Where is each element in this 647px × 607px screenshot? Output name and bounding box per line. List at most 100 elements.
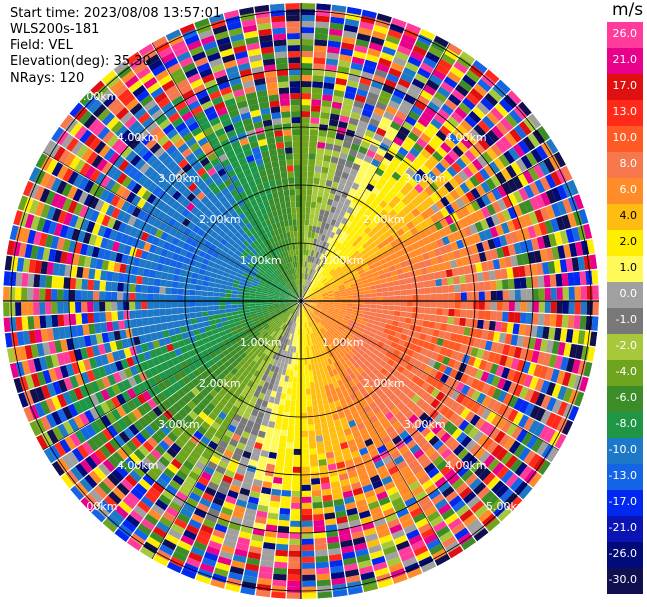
velocity-gate — [423, 227, 433, 237]
velocity-gate — [352, 361, 360, 370]
velocity-gate — [384, 323, 392, 330]
velocity-gate — [367, 249, 375, 257]
velocity-gate — [516, 335, 525, 348]
velocity-gate — [323, 76, 336, 84]
velocity-gate — [522, 170, 534, 184]
velocity-gate — [301, 478, 311, 485]
velocity-gate — [301, 472, 311, 479]
velocity-gate — [326, 173, 335, 182]
velocity-gate — [301, 141, 309, 148]
velocity-gate — [536, 325, 544, 339]
velocity-gate — [436, 443, 449, 455]
velocity-gate — [428, 181, 439, 193]
velocity-gate — [316, 579, 331, 587]
velocity-gate — [291, 388, 297, 395]
velocity-gate — [585, 315, 593, 331]
velocity-gate — [338, 244, 345, 252]
velocity-gate — [516, 429, 528, 443]
velocity-gate — [334, 298, 341, 301]
velocity-gate — [352, 294, 359, 299]
velocity-gate — [338, 270, 345, 276]
velocity-gate — [536, 441, 549, 456]
velocity-gate — [117, 311, 124, 321]
velocity-gate — [310, 460, 319, 467]
velocity-gate — [404, 409, 415, 420]
velocity-gate — [487, 476, 501, 490]
velocity-gate — [437, 173, 449, 185]
velocity-gate — [342, 369, 349, 378]
velocity-gate — [360, 179, 369, 189]
velocity-gate — [361, 452, 371, 462]
velocity-gate — [330, 156, 339, 164]
velocity-gate — [419, 132, 432, 144]
velocity-gate — [479, 420, 491, 434]
velocity-gate — [514, 480, 528, 496]
velocity-gate — [507, 206, 518, 220]
velocity-gate — [310, 298, 317, 300]
velocity-gate — [349, 392, 357, 401]
velocity-gate — [475, 197, 486, 209]
velocity-gate — [411, 394, 421, 404]
velocity-gate — [413, 433, 425, 444]
velocity-gate — [303, 249, 307, 256]
velocity-gate — [476, 154, 489, 168]
velocity-gate — [464, 149, 477, 162]
velocity-gate — [394, 301, 401, 306]
velocity-gate — [408, 534, 423, 546]
velocity-gate — [465, 473, 478, 487]
velocity-gate — [201, 306, 208, 312]
velocity-gate — [461, 537, 477, 551]
velocity-gate — [391, 529, 406, 540]
velocity-gate — [367, 500, 380, 510]
velocity-gate — [105, 301, 112, 312]
velocity-gate — [75, 301, 82, 313]
velocity-gate — [339, 441, 349, 450]
velocity-gate — [309, 327, 314, 334]
velocity-gate — [379, 534, 393, 545]
velocity-gate — [355, 381, 364, 390]
velocity-gate — [409, 443, 421, 455]
velocity-gate — [323, 235, 330, 243]
velocity-gate — [345, 433, 355, 442]
velocity-gate — [462, 97, 476, 111]
velocity-gate — [332, 284, 339, 289]
velocity-gate — [302, 273, 304, 280]
velocity-gate — [339, 229, 346, 238]
velocity-gate — [495, 279, 503, 290]
velocity-gate — [483, 454, 496, 468]
velocity-gate — [332, 286, 339, 291]
velocity-gate — [366, 356, 375, 364]
velocity-gate — [486, 111, 500, 125]
velocity-gate — [390, 470, 402, 481]
velocity-gate — [338, 472, 349, 481]
velocity-gate — [331, 262, 338, 269]
velocity-gate — [450, 111, 464, 124]
velocity-gate — [415, 469, 427, 480]
velocity-gate — [445, 376, 455, 387]
velocity-gate — [530, 148, 543, 164]
velocity-gate — [394, 295, 401, 301]
velocity-gate — [340, 303, 347, 306]
velocity-gate — [350, 111, 361, 121]
velocity-gate — [313, 325, 318, 332]
velocity-gate — [554, 355, 564, 370]
velocity-gate — [439, 405, 450, 417]
velocity-gate — [379, 258, 387, 265]
velocity-gate — [123, 273, 132, 284]
velocity-gate — [271, 585, 287, 593]
velocity-gate — [451, 325, 460, 334]
velocity-gate — [3, 271, 11, 286]
velocity-gate — [490, 248, 499, 260]
velocity-gate — [400, 186, 410, 196]
velocity-gate — [418, 301, 425, 307]
velocity-gate — [289, 406, 296, 413]
velocity-gate — [440, 394, 451, 406]
velocity-gate — [342, 232, 349, 240]
velocity-gate — [416, 254, 425, 263]
velocity-gate — [344, 258, 351, 265]
velocity-gate — [438, 58, 453, 71]
velocity-gate — [387, 199, 397, 209]
velocity-gate — [320, 309, 327, 314]
velocity-gate — [147, 301, 154, 310]
velocity-gate — [391, 231, 400, 240]
